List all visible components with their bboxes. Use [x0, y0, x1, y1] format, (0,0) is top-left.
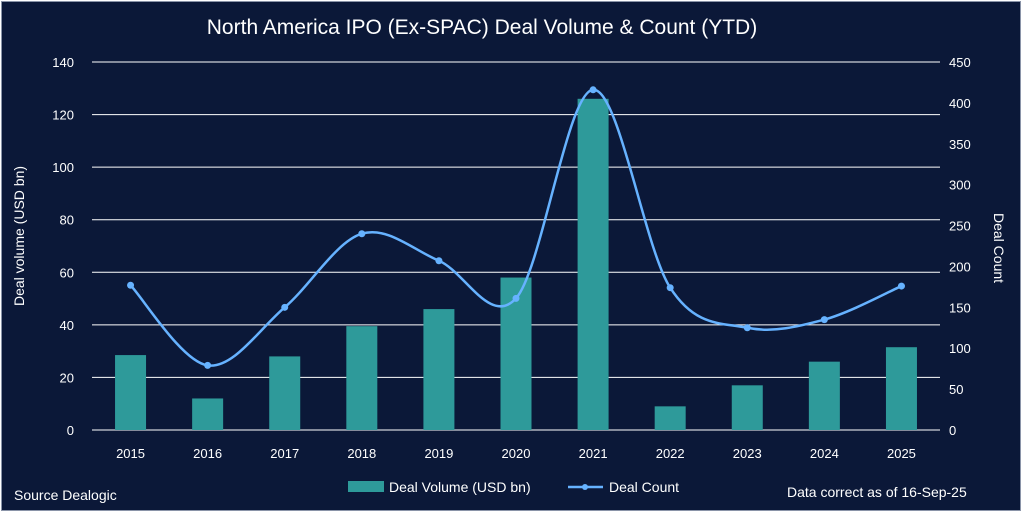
- legend: Deal Volume (USD bn) Deal Count: [348, 479, 679, 495]
- y2-tick-label: 450: [949, 55, 971, 70]
- x-axis-ticks: 2015 2016 2017 2018 2019 2020 2021 2022 2023 2024…: [116, 446, 916, 461]
- bar-2018: [346, 326, 378, 430]
- y2-tick-label: 150: [949, 300, 971, 315]
- bar-2015: [115, 355, 147, 430]
- bar-2016: [192, 398, 224, 430]
- y2-tick-label: 250: [949, 219, 971, 234]
- line-point-2024: [820, 316, 828, 324]
- y-tick-label: 100: [52, 160, 74, 175]
- y2-tick-label: 50: [949, 382, 963, 397]
- line-point-2019: [435, 257, 443, 265]
- bar-2019: [423, 309, 455, 430]
- y-tick-label: 40: [60, 318, 74, 333]
- x-tick-label: 2022: [656, 446, 685, 461]
- line-point-2017: [281, 303, 289, 311]
- legend-bar-swatch: [348, 481, 384, 492]
- y-axis-label: Deal volume (USD bn): [11, 166, 27, 306]
- x-tick-label: 2020: [502, 446, 531, 461]
- line-point-2022: [666, 284, 674, 292]
- x-tick-label: 2023: [733, 446, 762, 461]
- y2-tick-label: 200: [949, 259, 971, 274]
- y-tick-label: 0: [67, 423, 74, 438]
- legend-bar-label: Deal Volume (USD bn): [389, 479, 531, 495]
- bar-series: [115, 98, 917, 431]
- y-tick-label: 120: [52, 108, 74, 123]
- x-tick-label: 2017: [270, 446, 299, 461]
- legend-line-marker: [582, 484, 588, 490]
- bar-2021: [577, 98, 609, 431]
- bar-2025: [885, 347, 917, 430]
- line-point-2018: [358, 230, 366, 238]
- line-point-2025: [897, 282, 905, 290]
- data-date-note: Data correct as of 16-Sep-25: [787, 484, 967, 500]
- x-tick-label: 2018: [347, 446, 376, 461]
- x-tick-label: 2016: [193, 446, 222, 461]
- y-tick-label: 80: [60, 213, 74, 228]
- line-point-2021: [589, 86, 597, 94]
- y-tick-label: 60: [60, 265, 74, 280]
- y2-tick-label: 350: [949, 137, 971, 152]
- y2-axis-label: Deal Count: [991, 213, 1007, 283]
- line-point-2015: [127, 281, 135, 289]
- y-tick-label: 20: [60, 370, 74, 385]
- bar-2023: [731, 385, 763, 430]
- line-point-2016: [204, 361, 212, 369]
- bar-2024: [808, 361, 840, 430]
- y2-tick-label: 0: [949, 423, 956, 438]
- y-axis-left-ticks: 0 20 40 60 80 100 120 140: [52, 55, 74, 438]
- y2-tick-label: 400: [949, 96, 971, 111]
- bar-2022: [654, 406, 686, 430]
- x-tick-label: 2025: [887, 446, 916, 461]
- x-tick-label: 2019: [424, 446, 453, 461]
- line-point-2020: [512, 294, 520, 302]
- legend-line-label: Deal Count: [609, 479, 679, 495]
- bar-2017: [269, 356, 301, 430]
- x-tick-label: 2021: [579, 446, 608, 461]
- chart-title: North America IPO (Ex-SPAC) Deal Volume …: [207, 16, 757, 39]
- bar-2020: [500, 277, 532, 430]
- line-point-2023: [743, 324, 751, 332]
- y-axis-right-ticks: 0 50 100 150 200 250 300 350 400 450: [949, 55, 971, 438]
- y2-tick-label: 100: [949, 341, 971, 356]
- source-note: Source Dealogic: [14, 487, 117, 503]
- line-series: [127, 86, 905, 369]
- y2-tick-label: 300: [949, 178, 971, 193]
- x-tick-label: 2024: [810, 446, 839, 461]
- y-tick-label: 140: [52, 55, 74, 70]
- x-tick-label: 2015: [116, 446, 145, 461]
